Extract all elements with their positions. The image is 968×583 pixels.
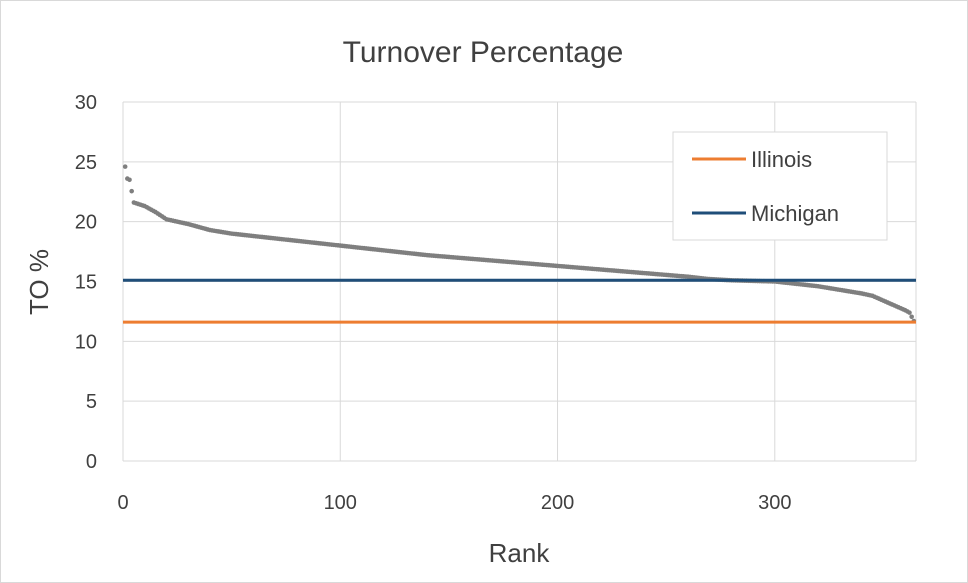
scatter-point: [122, 164, 128, 169]
series-layer: [122, 164, 917, 324]
legend-box: [672, 131, 888, 241]
y-tick-label: 30: [75, 92, 97, 114]
scatter-point: [129, 188, 134, 194]
y-tick-label: 15: [75, 272, 97, 294]
legend: Illinois Michigan: [672, 131, 888, 241]
x-tick-label: 300: [758, 492, 791, 514]
scatter-point: [907, 310, 912, 315]
y-axis-title: TO %: [24, 249, 54, 315]
x-axis-title: Rank: [489, 538, 551, 568]
y-tick-label: 0: [86, 451, 97, 473]
y-tick-label: 5: [86, 391, 97, 413]
x-tick-label: 100: [324, 492, 357, 514]
y-tick-label: 20: [75, 212, 97, 234]
y-tick-label: 25: [75, 152, 97, 174]
scatter-point: [127, 177, 132, 183]
x-tick-label: 0: [117, 492, 128, 514]
x-tick-label: 200: [541, 492, 574, 514]
legend-label-illinois: Illinois: [751, 147, 812, 172]
scatter-point: [909, 314, 914, 320]
y-tick-label: 10: [75, 331, 97, 353]
legend-label-michigan: Michigan: [751, 201, 839, 226]
chart-title: Turnover Percentage: [343, 36, 624, 69]
